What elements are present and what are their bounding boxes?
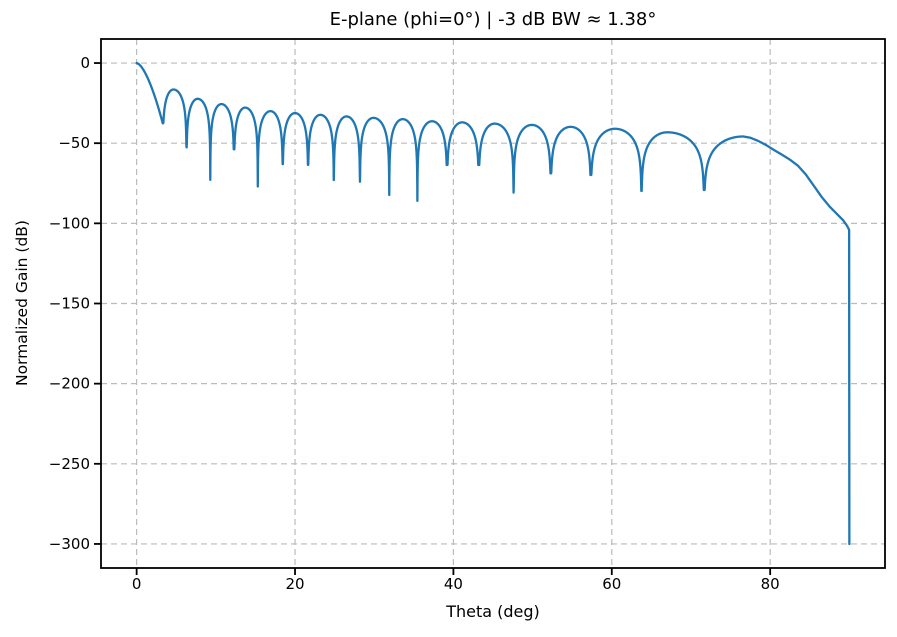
x-axis-label: Theta (deg): [446, 602, 540, 621]
x-tick-label: 80: [761, 575, 780, 593]
y-tick-label: −200: [49, 375, 90, 393]
chart-title: E-plane (phi=0°) | -3 dB BW ≈ 1.38°: [329, 9, 657, 30]
x-tick-label: 40: [444, 575, 463, 593]
y-tick-label: −250: [49, 455, 90, 473]
gain-curve: [135, 61, 851, 546]
y-tick-label: −100: [49, 214, 90, 232]
y-tick-label: −300: [49, 535, 90, 553]
y-tick-label: 0: [80, 54, 90, 72]
y-tick-label: −150: [49, 295, 90, 313]
x-tick-label: 60: [602, 575, 621, 593]
y-tick-label: −50: [58, 134, 90, 152]
x-tick-label: 20: [285, 575, 304, 593]
x-tick-label: 0: [132, 575, 142, 593]
y-axis-label: Normalized Gain (dB): [13, 220, 31, 386]
